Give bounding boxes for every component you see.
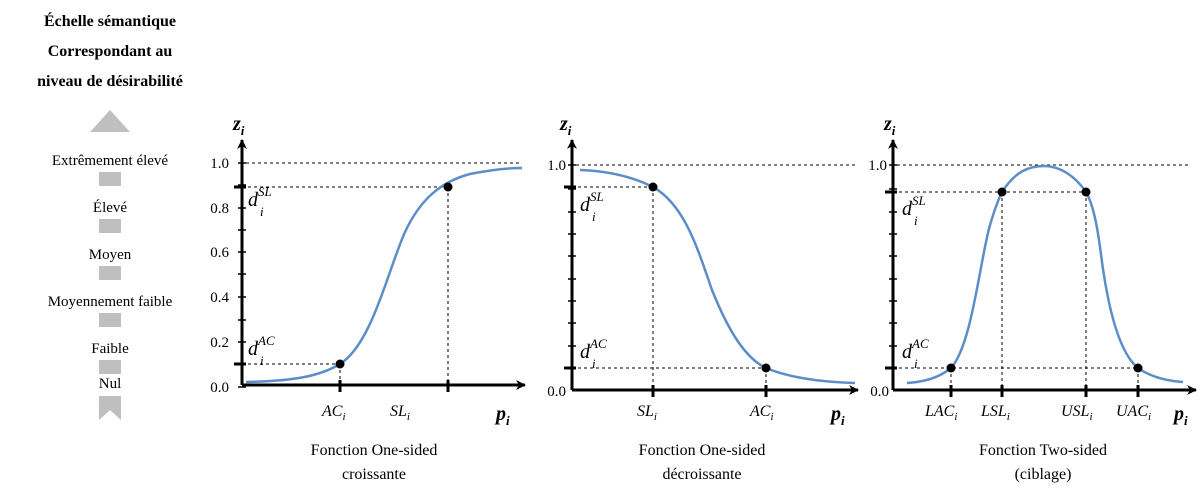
label-d-ac: dAC i <box>580 336 607 371</box>
label-d-sl: dSL i <box>580 189 604 224</box>
x-label-sl: SLi <box>637 403 657 423</box>
y-tick-label-0: 0.0 <box>547 384 566 400</box>
point-uac <box>1133 363 1143 373</box>
desirability-curve <box>906 164 1184 385</box>
y-tick-label-1-0: 1.0 <box>547 158 566 174</box>
scale-level-medium: Moyen <box>89 247 132 263</box>
scale-arrow-segment <box>99 313 121 327</box>
point-usl <box>1081 187 1091 197</box>
label-d-sl: dSL i <box>248 184 272 219</box>
scale-level-moderately-low: Moyennement faible <box>48 294 173 310</box>
x-axis-label: pi <box>829 403 845 428</box>
point-lsl <box>997 187 1007 197</box>
point-sl <box>443 182 453 192</box>
y-tick-label-0-4: 0.4 <box>210 290 229 306</box>
scale-arrow-segment <box>99 360 121 374</box>
x-axis-label: pi <box>1172 403 1188 428</box>
y-tick-label-1-0: 1.0 <box>210 156 229 172</box>
point-ac <box>761 363 771 373</box>
caption-line-1: Fonction One-sided <box>639 442 766 459</box>
y-ticks <box>238 162 246 388</box>
caption-line-2: (ciblage) <box>1015 466 1072 483</box>
label-d-sl: dSL i <box>902 193 926 228</box>
semantic-scale: Échelle sémantique Correspondant au nive… <box>37 11 183 420</box>
point-lac <box>946 363 956 373</box>
y-tick-label-0-8: 0.8 <box>210 201 229 217</box>
y-tick-label-0-6: 0.6 <box>210 245 229 261</box>
x-label-ac: ACi <box>321 403 346 423</box>
y-axis-label: zi <box>559 113 572 138</box>
scale-level-low: Faible <box>91 341 129 357</box>
y-axis-label: zi <box>232 113 245 138</box>
x-label-lsl: LSLi <box>980 403 1010 423</box>
panel-one-sided-increasing: zi pi 0.0 0.2 0.4 0.6 0.8 1.0 <box>210 113 526 483</box>
label-d-ac: dAC i <box>902 336 929 371</box>
scale-level-extremely-high: Extrêmement élevé <box>52 153 169 169</box>
caption-line-2: croissante <box>342 466 406 483</box>
scale-level-high: Élevé <box>93 199 127 216</box>
scale-arrow-segment <box>99 219 121 233</box>
x-label-uac: UACi <box>1116 403 1151 423</box>
x-label-usl: USLi <box>1061 403 1093 423</box>
y-axis-label: zi <box>883 113 896 138</box>
y-tick-label-0-2: 0.2 <box>210 335 229 351</box>
scale-title-line-1: Échelle sémantique <box>44 11 176 30</box>
point-sl <box>648 182 658 192</box>
scale-level-null: Nul <box>99 376 122 392</box>
x-label-sl: SLi <box>390 403 410 423</box>
guide-lines <box>893 164 1190 390</box>
panel-two-sided-targeting: zi pi 0.0 1.0 <box>868 113 1197 483</box>
scale-arrow-head <box>90 110 130 132</box>
caption-line-1: Fonction One-sided <box>311 442 438 459</box>
scale-arrow-segment <box>99 266 121 280</box>
y-tick-label-0: 0.0 <box>210 380 229 396</box>
y-tick-label-1-0: 1.0 <box>868 158 887 174</box>
desirability-curve <box>579 168 856 385</box>
point-ac <box>335 359 345 369</box>
scale-arrow-tail <box>99 396 121 420</box>
label-d-ac: dAC i <box>248 333 275 368</box>
panel-one-sided-decreasing: zi pi 0.0 1.0 dSL i <box>547 113 859 483</box>
scale-title-line-3: niveau de désirabilité <box>37 73 183 90</box>
y-ticks <box>889 164 897 369</box>
desirability-curve <box>245 166 523 384</box>
caption-line-2: décroissante <box>662 466 741 483</box>
guide-lines <box>572 164 855 390</box>
caption-line-1: Fonction Two-sided <box>979 442 1107 459</box>
guide-lines <box>242 162 522 385</box>
x-axis-label: pi <box>494 403 510 428</box>
y-tick-label-0: 0.0 <box>870 384 889 400</box>
scale-title-line-2: Correspondant au <box>48 43 173 60</box>
scale-arrow-segment <box>99 172 121 186</box>
x-label-ac: ACi <box>749 403 774 423</box>
x-label-lac: LACi <box>924 403 957 423</box>
